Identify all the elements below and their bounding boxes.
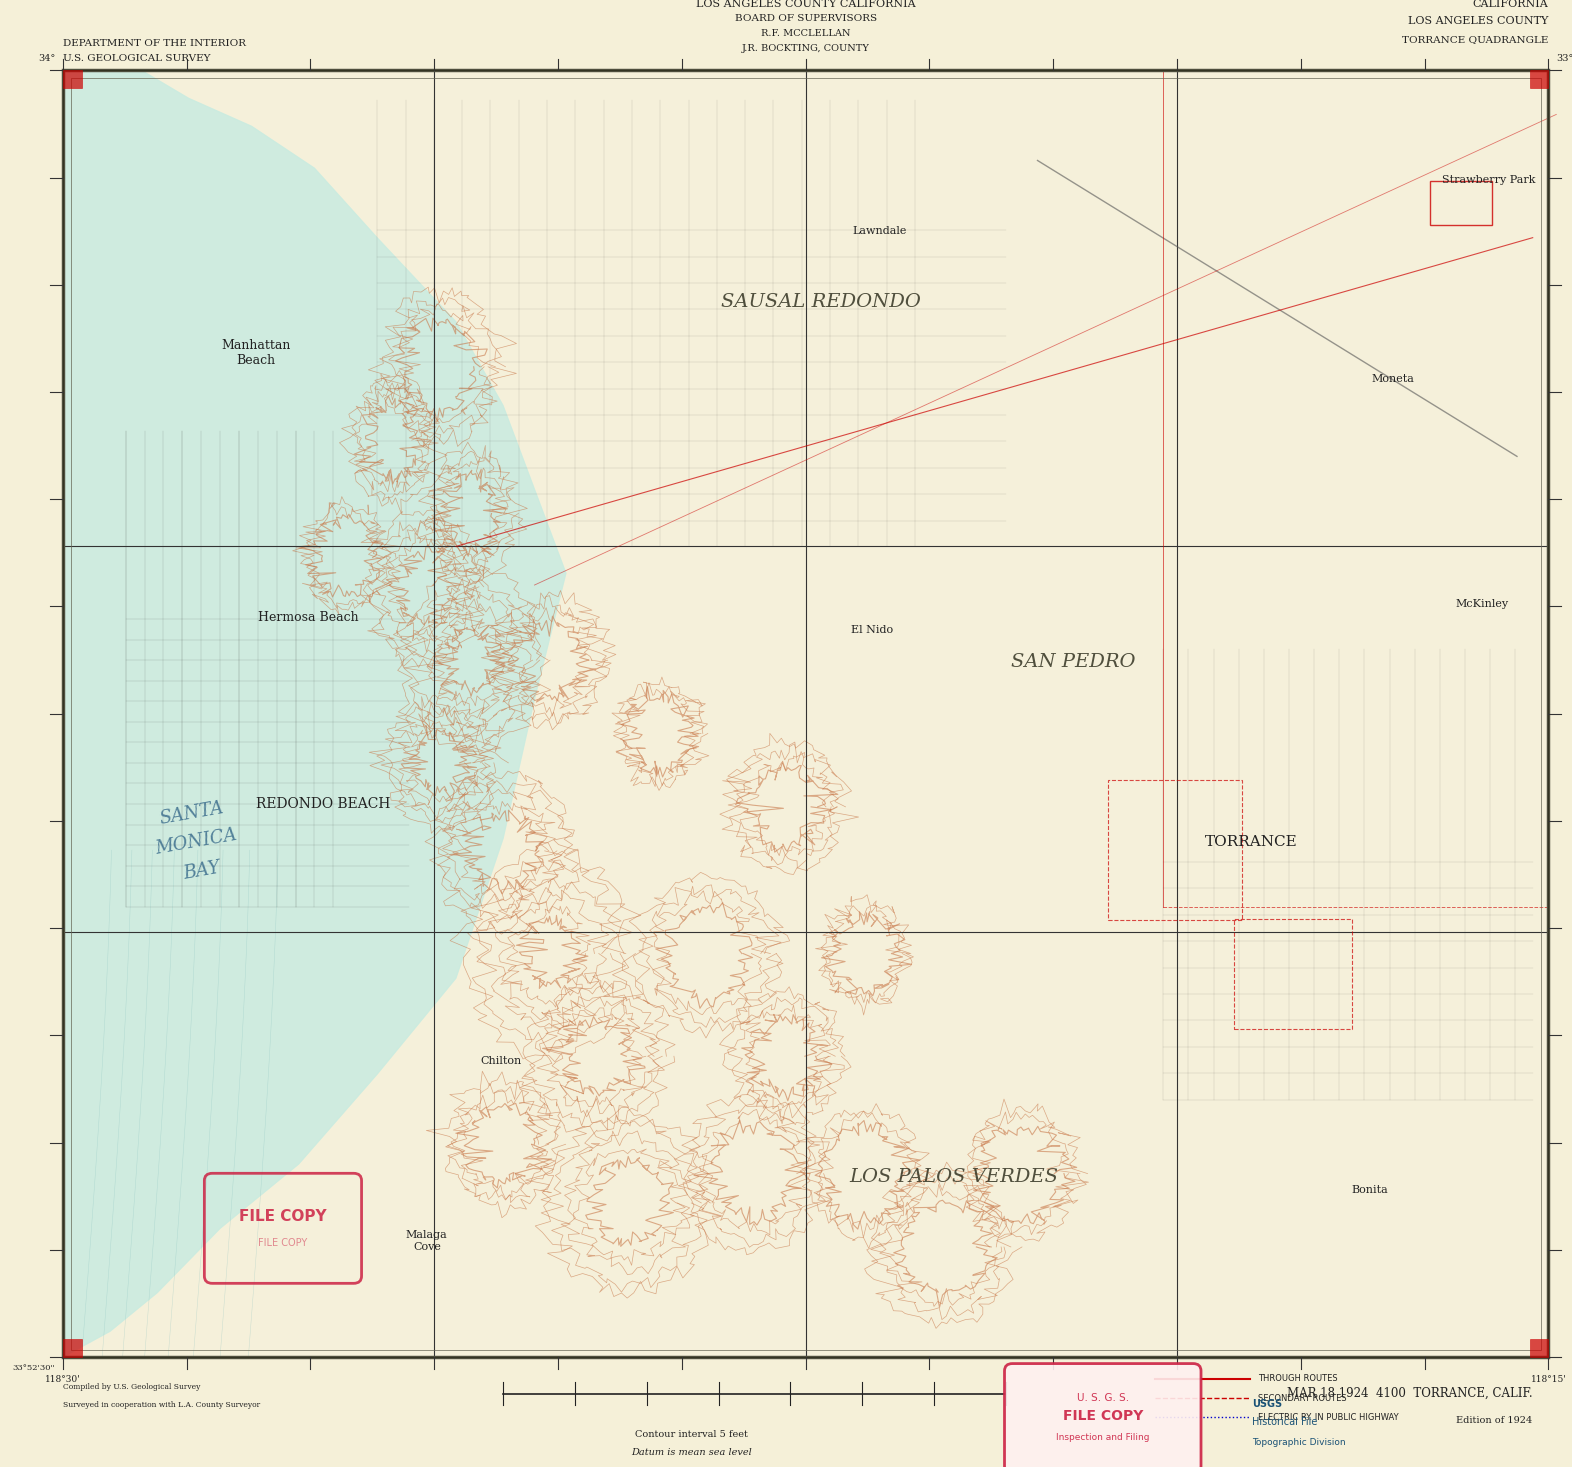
Bar [63,70,82,88]
Text: USGS: USGS [1251,1400,1283,1408]
Text: Compiled by U.S. Geological Survey: Compiled by U.S. Geological Survey [63,1383,200,1391]
Text: U.S. GEOLOGICAL SURVEY: U.S. GEOLOGICAL SURVEY [63,54,211,63]
Text: Historical File: Historical File [1251,1417,1317,1426]
Text: TORRANCE QUADRANGLE: TORRANCE QUADRANGLE [1402,35,1548,44]
Text: Contour interval 5 feet: Contour interval 5 feet [635,1430,748,1439]
Text: FILE COPY: FILE COPY [239,1209,327,1223]
Text: REDONDO BEACH: REDONDO BEACH [256,797,390,811]
Text: 34°: 34° [38,54,55,63]
Text: El Nido: El Nido [852,625,893,635]
Text: MAR 18 1924  4100  TORRANCE, CALIF.: MAR 18 1924 4100 TORRANCE, CALIF. [1287,1388,1533,1400]
Text: Surveyed in cooperation with L.A. County Surveyor: Surveyed in cooperation with L.A. County… [63,1401,259,1408]
Text: Topographic Division: Topographic Division [1251,1438,1346,1446]
Text: Datum is mean sea level: Datum is mean sea level [632,1448,751,1457]
Text: Strawberry Park: Strawberry Park [1442,175,1536,185]
Text: U. S. G. S.: U. S. G. S. [1077,1394,1129,1402]
Text: FILE COPY: FILE COPY [1063,1408,1143,1423]
Text: 33°52'30": 33°52'30" [13,1364,55,1372]
Bar [1530,1339,1548,1357]
Text: Edition of 1924: Edition of 1924 [1456,1416,1533,1424]
Text: TORRANCE: TORRANCE [1204,835,1298,849]
Bar [1429,180,1492,224]
Text: THROUGH ROUTES: THROUGH ROUTES [1258,1375,1338,1383]
Bar [1530,70,1548,88]
Text: SAN PEDRO: SAN PEDRO [1011,653,1135,672]
Text: LOS ANGELES COUNTY: LOS ANGELES COUNTY [1409,16,1548,26]
Text: Bonita: Bonita [1352,1185,1388,1194]
Text: LOS ANGELES COUNTY CALIFORNIA: LOS ANGELES COUNTY CALIFORNIA [696,0,915,9]
Text: Manhattan
Beach: Manhattan Beach [222,339,291,367]
FancyBboxPatch shape [1005,1364,1201,1467]
Text: Inspection and Filing: Inspection and Filing [1056,1433,1149,1442]
Text: DEPARTMENT OF THE INTERIOR: DEPARTMENT OF THE INTERIOR [63,40,245,48]
Text: FILE COPY: FILE COPY [258,1238,308,1248]
Text: R.F. MCCLELLAN: R.F. MCCLELLAN [761,29,850,38]
Text: McKinley: McKinley [1456,600,1508,609]
Text: Lawndale: Lawndale [852,226,907,236]
Text: SAUSAL REDONDO: SAUSAL REDONDO [720,293,921,311]
Text: J.R. BOCKTING, COUNTY: J.R. BOCKTING, COUNTY [742,44,869,53]
Polygon shape [63,70,566,1357]
Text: 118°30': 118°30' [46,1375,80,1383]
Text: SECONDARY ROUTES: SECONDARY ROUTES [1258,1394,1346,1402]
Text: BOARD OF SUPERVISORS: BOARD OF SUPERVISORS [734,15,877,23]
Bar [63,70,1548,1357]
Text: Hermosa Beach: Hermosa Beach [258,610,358,623]
Text: CALIFORNIA: CALIFORNIA [1473,0,1548,9]
Text: 33°: 33° [1556,54,1572,63]
Text: Malaga
Cove: Malaga Cove [406,1231,448,1251]
Bar [1234,918,1352,1028]
Text: Moneta: Moneta [1371,374,1413,384]
Text: SANTA
MONICA
BAY: SANTA MONICA BAY [149,798,244,888]
Text: ELECTRIC RY. IN PUBLIC HIGHWAY: ELECTRIC RY. IN PUBLIC HIGHWAY [1258,1413,1398,1422]
Bar [71,78,1541,1350]
Bar [1108,780,1242,920]
Text: 118°15': 118°15' [1531,1375,1566,1383]
Bar [63,70,1548,1357]
Bar [63,70,1548,1357]
Text: Chilton: Chilton [481,1056,522,1067]
Text: LOS PALOS VERDES: LOS PALOS VERDES [850,1168,1058,1185]
Bar [63,1339,82,1357]
